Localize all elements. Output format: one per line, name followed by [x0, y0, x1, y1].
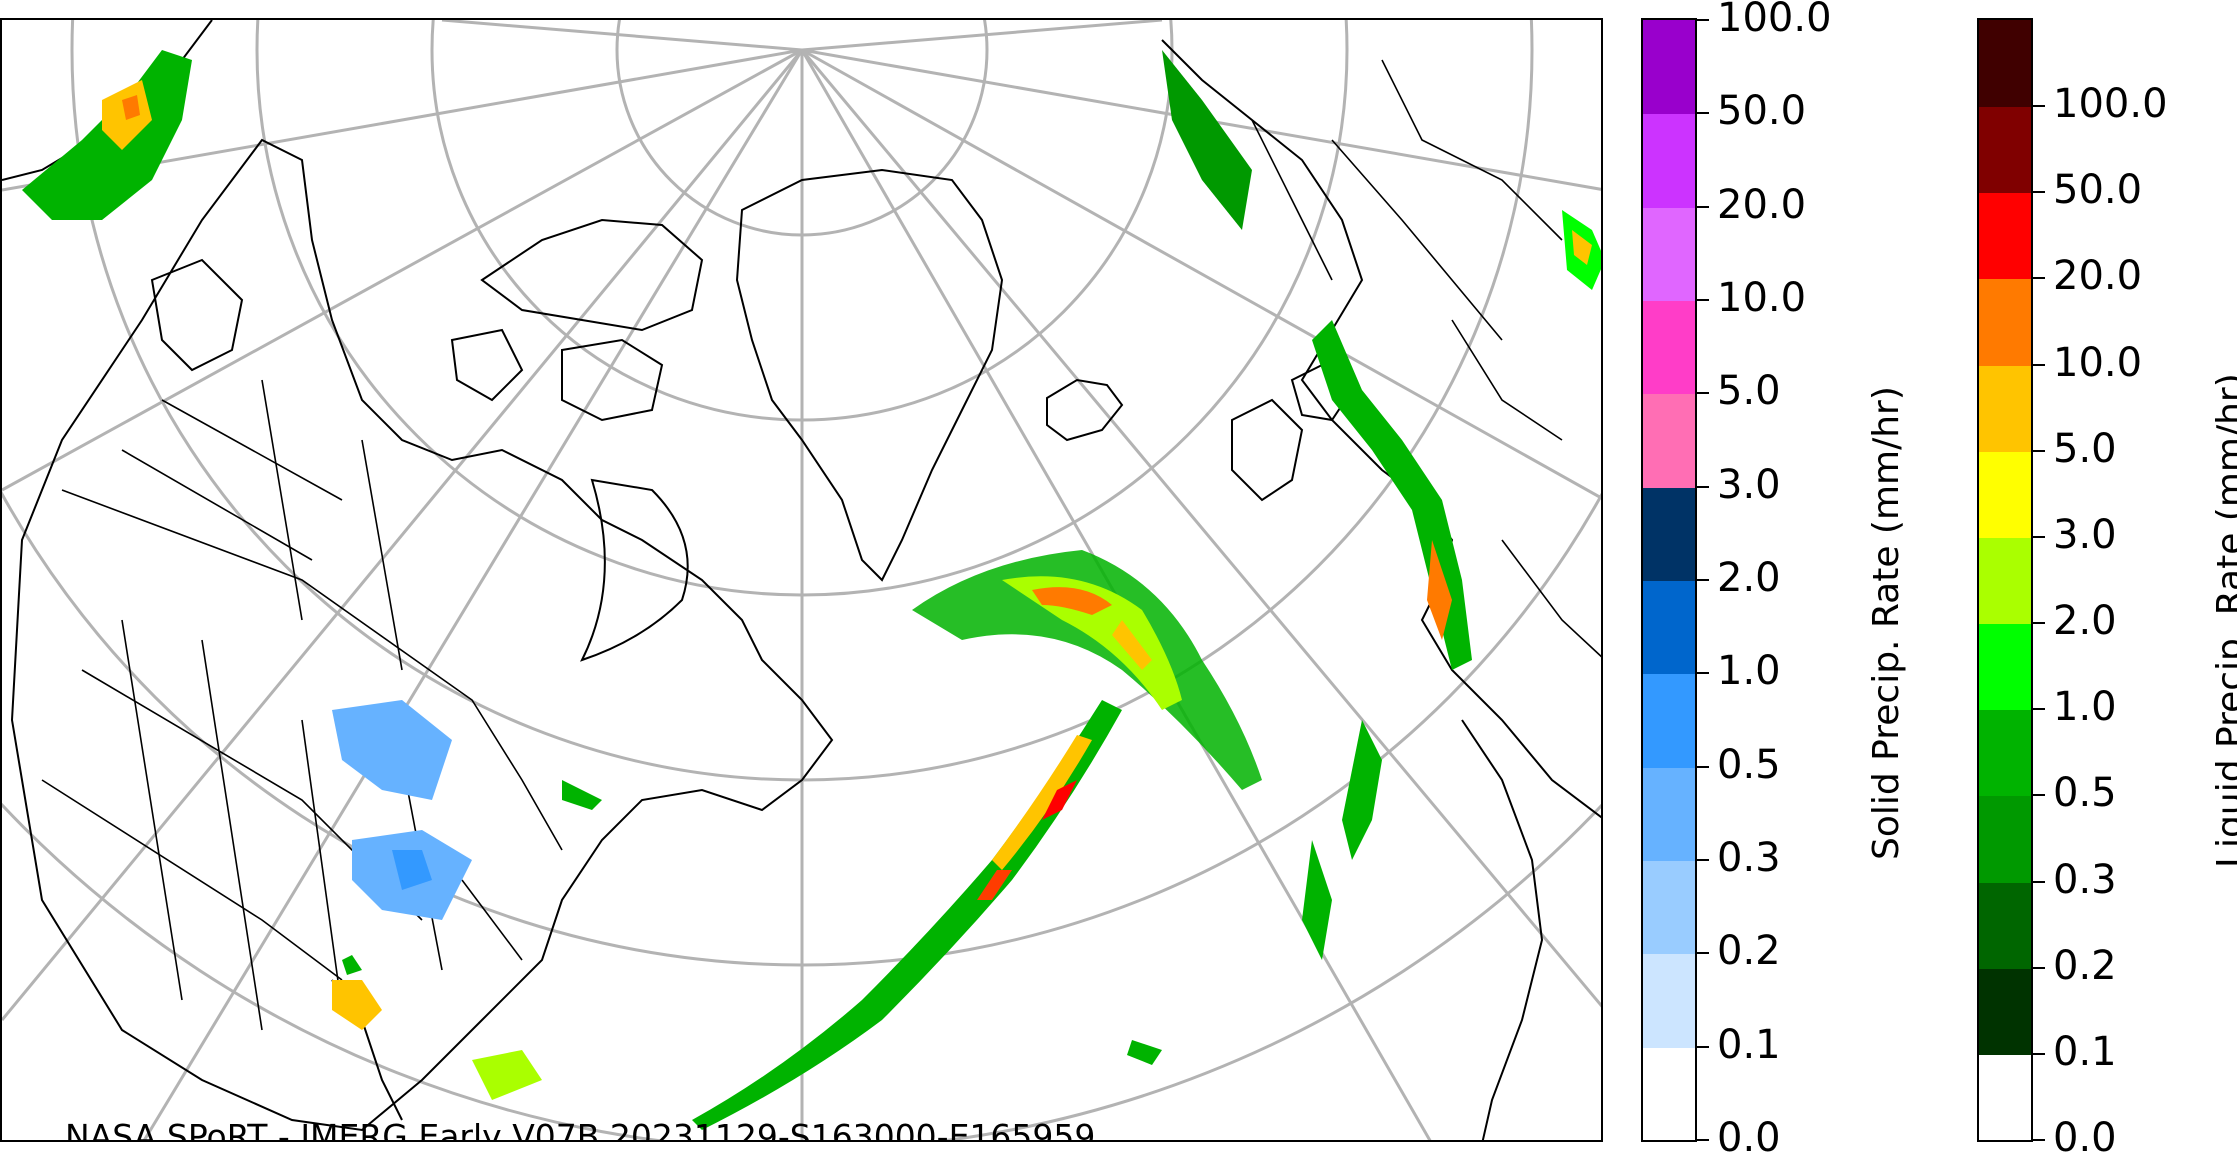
colorbar-segment [1979, 192, 2031, 280]
colorbar-tick [1697, 1045, 1709, 1048]
colorbar-tick-label: 0.2 [2053, 942, 2117, 989]
colorbar-segment [1979, 881, 2031, 969]
colorbar-segment [1643, 766, 1695, 861]
colorbar-tick [1697, 579, 1709, 581]
colorbar-tick-label: 50.0 [2053, 167, 2143, 214]
colorbar-segment [1643, 953, 1695, 1048]
colorbar-tick [2033, 708, 2045, 711]
colorbar-tick-label: 0.0 [2053, 1115, 2117, 1161]
coastlines [2, 20, 1601, 1140]
colorbar-tick-label: 5.0 [1717, 368, 1781, 415]
colorbar-tick [2033, 449, 2045, 452]
colorbar-segment [1643, 860, 1695, 955]
colorbar-tick-label: 0.0 [1717, 1115, 1781, 1161]
colorbar-segment [1643, 580, 1695, 675]
colorbar-tick [2033, 1139, 2045, 1141]
colorbar-tick [1697, 672, 1709, 675]
colorbar-segment [1979, 450, 2031, 538]
colorbar-tick-label: 1.0 [2053, 684, 2117, 731]
colorbar-segment [1979, 536, 2031, 625]
colorbar-tick [2033, 1052, 2045, 1055]
colorbar-segment [1979, 1053, 2031, 1140]
colorbar-tick [2033, 966, 2045, 969]
political-borders [41, 59, 1601, 1031]
colorbar-tick-label: 3.0 [2053, 511, 2117, 558]
colorbar-tick [1697, 19, 1709, 21]
colorbar-segment [1643, 20, 1695, 115]
colorbar-tick [1697, 952, 1709, 955]
map-panel: NASA SPoRT - IMERG Early V07B 20231129-S… [0, 18, 1603, 1142]
colorbar-tick-label: 3.0 [1717, 461, 1781, 508]
colorbar-tick-label: 2.0 [2053, 598, 2117, 645]
colorbar-tick [2033, 622, 2045, 625]
colorbar-tick-label: 20.0 [2053, 253, 2143, 300]
precipitation-overlay [22, 50, 1601, 1130]
colorbar-tick [1697, 1139, 1709, 1141]
colorbar-tick-label: 0.1 [1717, 1021, 1781, 1068]
colorbar-segment [1643, 1046, 1695, 1140]
colorbar-tick-label: 0.3 [2053, 856, 2117, 903]
colorbar-tick-label: 2.0 [1717, 555, 1781, 601]
solid-precip-axis-label: Solid Precip. Rate (mm/hr) [1866, 386, 1907, 860]
colorbar-tick [2033, 880, 2045, 883]
colorbar-tick-label: 0.5 [2053, 770, 2117, 817]
colorbar-tick-label: 1.0 [1717, 648, 1781, 695]
colorbar-segment [1979, 967, 2031, 1055]
colorbar-tick [1697, 205, 1709, 208]
colorbar-tick-label: 20.0 [1717, 181, 1807, 228]
colorbar-tick-label: 0.1 [2053, 1028, 2117, 1075]
colorbar-tick-label: 0.5 [1717, 741, 1781, 788]
colorbar-segment [1979, 278, 2031, 366]
data-credit-label: NASA SPoRT - IMERG Early V07B 20231129-S… [65, 1117, 1096, 1142]
colorbar-tick-label: 0.2 [1717, 928, 1781, 975]
colorbar-tick [1697, 765, 1709, 768]
liquid-precip-colorbar [1977, 18, 2033, 1142]
colorbar-tick [1697, 392, 1709, 395]
colorbar-tick [2033, 105, 2045, 108]
precipitation-map [2, 20, 1601, 1140]
colorbar-segment [1643, 300, 1695, 395]
colorbar-tick [1697, 485, 1709, 488]
colorbar-tick [2033, 277, 2045, 280]
solid-precip-colorbar [1641, 18, 1697, 1142]
colorbar-tick [1697, 299, 1709, 301]
colorbar-tick-label: 10.0 [2053, 339, 2143, 386]
colorbar-segment [1979, 364, 2031, 452]
colorbar-segment [1643, 673, 1695, 768]
colorbar-tick [1697, 112, 1709, 115]
colorbar-segment [1979, 623, 2031, 711]
liquid-precip-axis-label: Liquid Precip. Rate (mm/hr) [2210, 373, 2237, 868]
colorbar-segment [1979, 106, 2031, 194]
colorbar-segment [1979, 709, 2031, 797]
colorbar-segment [1979, 20, 2031, 108]
colorbar-tick [1697, 859, 1709, 861]
colorbar-segment [1643, 206, 1695, 301]
colorbar-tick-label: 100.0 [2053, 81, 2168, 128]
colorbar-segment [1643, 113, 1695, 208]
colorbar-tick [2033, 191, 2045, 194]
colorbar-tick [2033, 794, 2045, 797]
colorbar-tick-label: 0.3 [1717, 835, 1781, 881]
colorbar-segment [1979, 795, 2031, 883]
colorbar-tick-label: 100.0 [1717, 0, 1832, 41]
colorbar-tick [2033, 535, 2045, 538]
colorbar-segment [1643, 486, 1695, 581]
colorbar-tick [2033, 363, 2045, 366]
colorbar-tick-label: 10.0 [1717, 275, 1807, 321]
colorbar-segment [1643, 393, 1695, 488]
colorbar-tick-label: 5.0 [2053, 425, 2117, 472]
longitude-gridlines [2, 20, 1601, 1140]
colorbar-tick-label: 50.0 [1717, 88, 1807, 135]
